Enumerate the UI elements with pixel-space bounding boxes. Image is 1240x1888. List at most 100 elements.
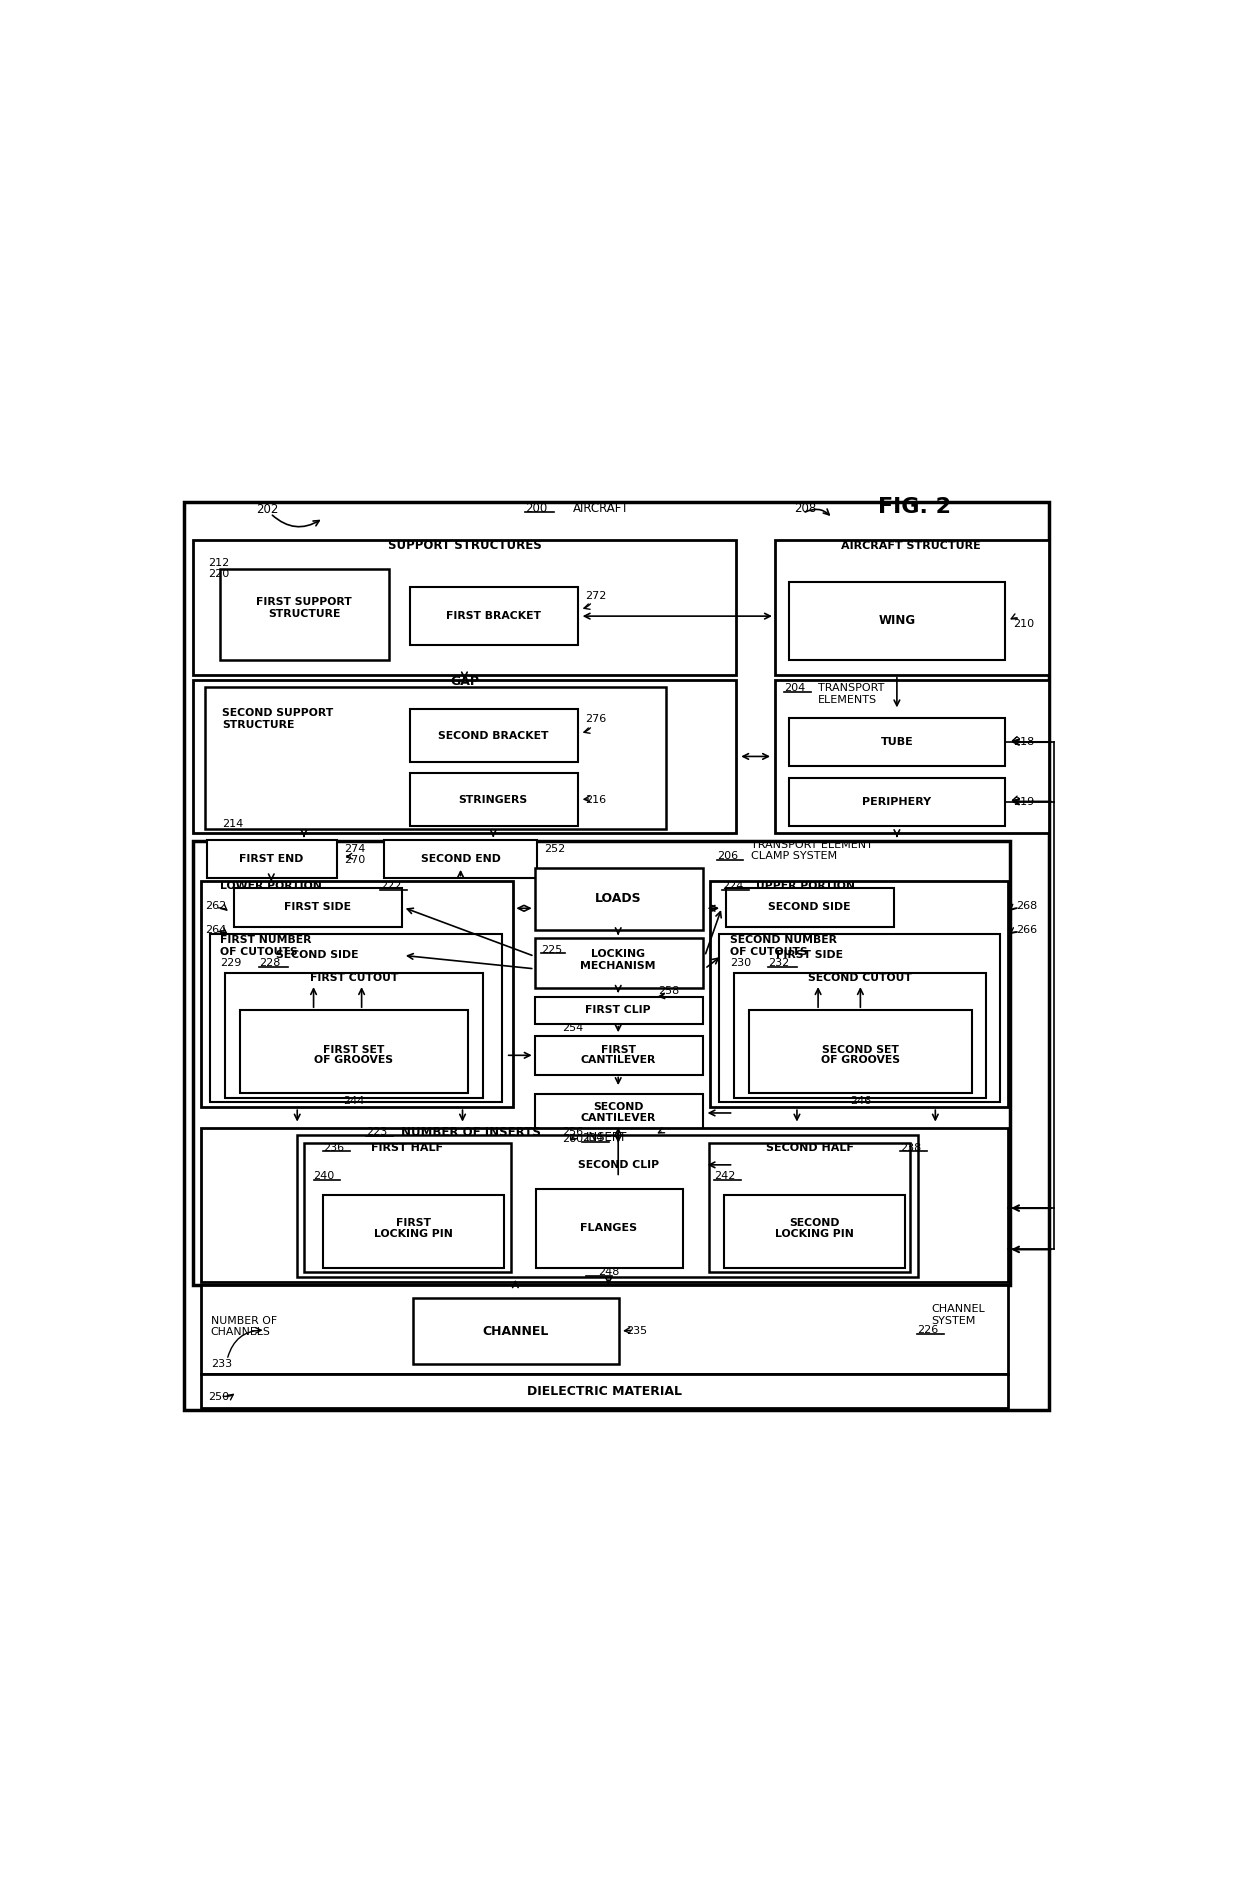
Bar bbox=[536, 1189, 682, 1267]
Bar bbox=[201, 1374, 1008, 1408]
Text: TRANSPORT: TRANSPORT bbox=[818, 683, 884, 693]
Bar bbox=[226, 972, 482, 1097]
Text: STRINGERS: STRINGERS bbox=[459, 795, 528, 804]
Text: 224: 224 bbox=[722, 882, 743, 891]
Bar bbox=[775, 680, 1049, 833]
Bar bbox=[775, 540, 1049, 674]
Bar bbox=[210, 935, 502, 1103]
Text: 246: 246 bbox=[849, 1097, 870, 1106]
Bar bbox=[304, 1142, 511, 1273]
Text: 260: 260 bbox=[563, 1135, 584, 1144]
Text: LOWER PORTION: LOWER PORTION bbox=[221, 882, 322, 891]
Text: FIRST HALF: FIRST HALF bbox=[371, 1142, 443, 1152]
Text: NUMBER OF INSERTS: NUMBER OF INSERTS bbox=[401, 1125, 541, 1138]
Text: 225: 225 bbox=[542, 944, 563, 955]
Bar bbox=[789, 717, 1006, 767]
Text: 200: 200 bbox=[525, 502, 547, 515]
Text: LOADS: LOADS bbox=[595, 893, 641, 904]
Bar bbox=[534, 1093, 703, 1133]
Text: 229: 229 bbox=[221, 957, 242, 969]
Bar bbox=[534, 1152, 703, 1178]
Bar bbox=[719, 935, 999, 1103]
Text: FIRST SET: FIRST SET bbox=[324, 1044, 384, 1055]
Text: 252: 252 bbox=[544, 844, 565, 853]
Text: FIRST SIDE: FIRST SIDE bbox=[776, 950, 843, 961]
Bar bbox=[298, 1135, 918, 1278]
Bar bbox=[724, 1195, 904, 1267]
Text: 268: 268 bbox=[1016, 901, 1038, 912]
Text: 214: 214 bbox=[222, 819, 243, 829]
Text: 262: 262 bbox=[205, 901, 226, 912]
Text: FIRST: FIRST bbox=[396, 1218, 432, 1227]
Text: SECOND: SECOND bbox=[593, 1103, 644, 1112]
Text: TRANSPORT ELEMENT: TRANSPORT ELEMENT bbox=[751, 840, 873, 850]
Bar bbox=[239, 1010, 469, 1093]
Text: 258: 258 bbox=[658, 986, 680, 995]
Text: FIRST NUMBER: FIRST NUMBER bbox=[221, 935, 311, 946]
Text: SECOND SIDE: SECOND SIDE bbox=[769, 902, 851, 912]
Text: FIRST BRACKET: FIRST BRACKET bbox=[445, 612, 541, 621]
Bar bbox=[725, 887, 894, 927]
Text: NUMBER OF: NUMBER OF bbox=[211, 1316, 277, 1325]
Bar bbox=[534, 938, 703, 987]
Bar bbox=[789, 778, 1006, 825]
Text: SECOND BRACKET: SECOND BRACKET bbox=[438, 731, 548, 742]
Text: LOCKING: LOCKING bbox=[591, 950, 645, 959]
Text: AIRCRAFT STRUCTURE: AIRCRAFT STRUCTURE bbox=[842, 542, 981, 551]
Text: AIRCRAFT: AIRCRAFT bbox=[573, 502, 630, 515]
Text: 244: 244 bbox=[343, 1097, 365, 1106]
Bar bbox=[207, 840, 336, 878]
Bar bbox=[534, 1037, 703, 1074]
Bar bbox=[409, 587, 578, 646]
Bar bbox=[193, 840, 1011, 1286]
Bar bbox=[413, 1299, 619, 1363]
Text: 212: 212 bbox=[208, 559, 229, 568]
Text: 254: 254 bbox=[563, 1023, 584, 1033]
Bar bbox=[221, 568, 388, 661]
Bar bbox=[201, 882, 513, 1106]
Text: 240: 240 bbox=[314, 1171, 335, 1182]
Text: 226: 226 bbox=[918, 1325, 939, 1335]
Text: CHANNEL: CHANNEL bbox=[482, 1325, 548, 1337]
Text: 220: 220 bbox=[208, 568, 229, 580]
Bar bbox=[749, 1010, 972, 1093]
Bar bbox=[193, 680, 737, 833]
Bar bbox=[383, 840, 537, 878]
Bar bbox=[789, 582, 1006, 661]
Text: OF CUTOUTS: OF CUTOUTS bbox=[729, 946, 807, 957]
Text: FIRST CUTOUT: FIRST CUTOUT bbox=[310, 974, 398, 984]
Bar bbox=[409, 772, 578, 825]
Text: FIG. 2: FIG. 2 bbox=[878, 497, 951, 517]
Text: STRUCTURE: STRUCTURE bbox=[268, 610, 340, 619]
Text: GAP: GAP bbox=[450, 676, 479, 687]
Text: 274: 274 bbox=[345, 844, 366, 853]
Text: CANTILEVER: CANTILEVER bbox=[580, 1055, 656, 1065]
Bar bbox=[725, 936, 894, 974]
Bar bbox=[205, 687, 666, 829]
Text: OF GROOVES: OF GROOVES bbox=[821, 1055, 900, 1065]
Bar bbox=[734, 972, 986, 1097]
Text: 208: 208 bbox=[794, 502, 816, 515]
Text: 276: 276 bbox=[585, 714, 606, 723]
Bar bbox=[324, 1195, 503, 1267]
Text: PERIPHERY: PERIPHERY bbox=[862, 797, 931, 806]
Text: 233: 233 bbox=[211, 1359, 232, 1369]
Bar bbox=[234, 887, 402, 927]
Text: FIRST SUPPORT: FIRST SUPPORT bbox=[257, 597, 352, 606]
Text: 250: 250 bbox=[208, 1393, 229, 1403]
Bar bbox=[234, 936, 402, 974]
Text: 272: 272 bbox=[585, 591, 606, 600]
Text: SECOND: SECOND bbox=[789, 1218, 839, 1227]
Text: OF GROOVES: OF GROOVES bbox=[315, 1055, 393, 1065]
Text: SECOND NUMBER: SECOND NUMBER bbox=[729, 935, 837, 946]
Text: STRUCTURE: STRUCTURE bbox=[222, 719, 295, 731]
Text: SECOND HALF: SECOND HALF bbox=[765, 1142, 853, 1152]
Text: 238: 238 bbox=[900, 1142, 921, 1152]
Text: 218: 218 bbox=[1013, 736, 1034, 748]
Text: 206: 206 bbox=[717, 851, 738, 861]
Text: 264: 264 bbox=[205, 925, 226, 935]
Text: SECOND SIDE: SECOND SIDE bbox=[277, 950, 358, 961]
Bar bbox=[409, 710, 578, 763]
Bar bbox=[711, 882, 1008, 1106]
Text: TUBE: TUBE bbox=[880, 736, 914, 748]
